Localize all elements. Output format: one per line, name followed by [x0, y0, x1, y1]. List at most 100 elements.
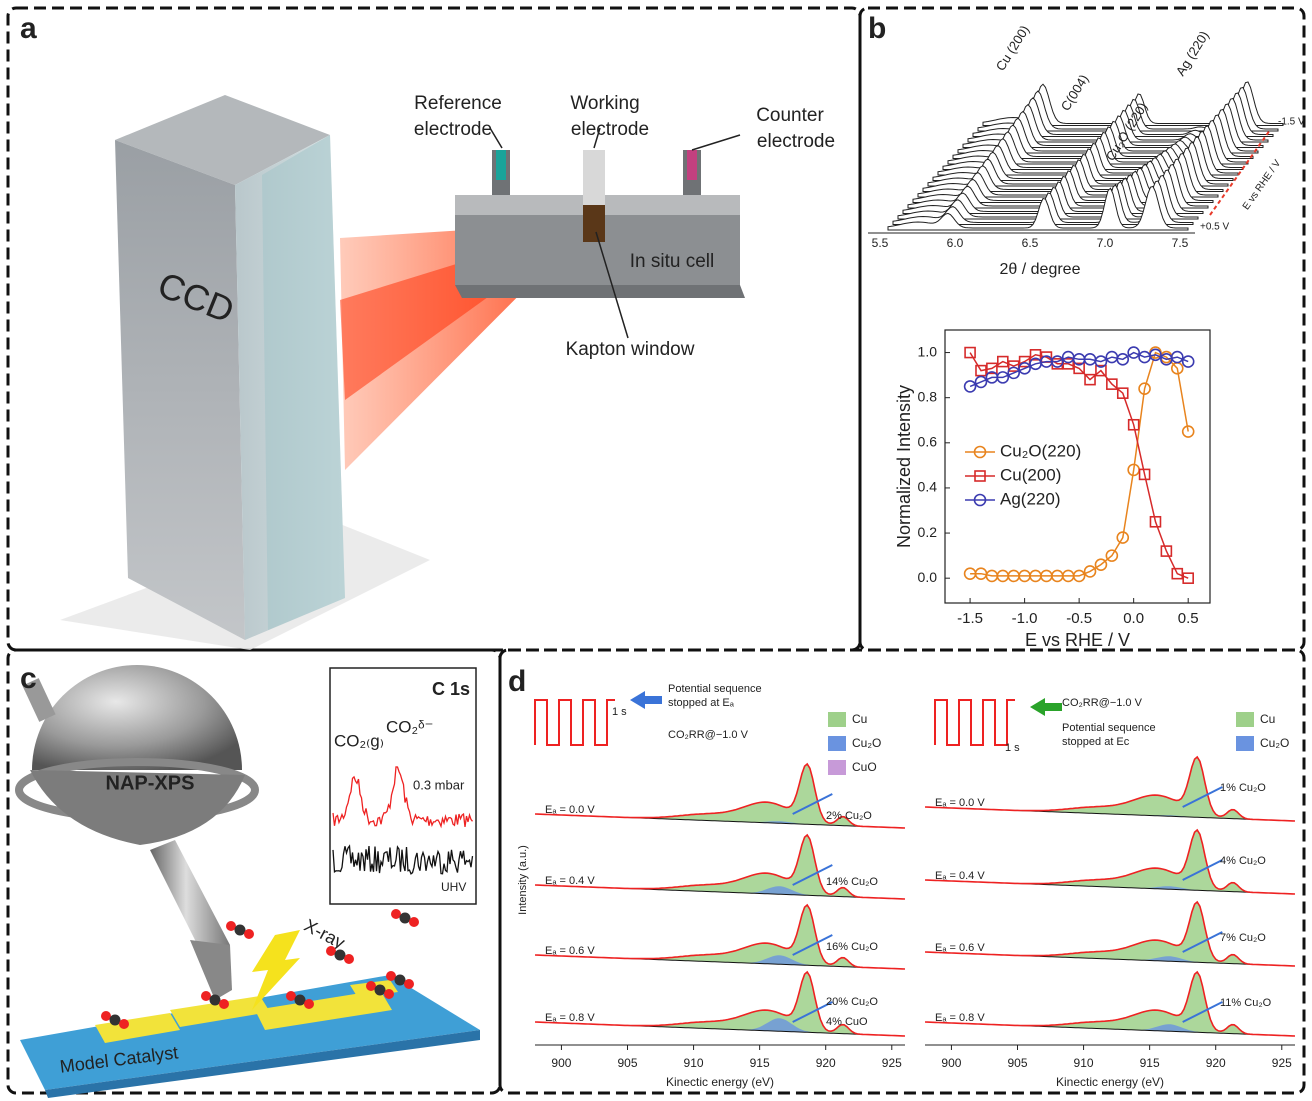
molecule — [226, 921, 236, 931]
panel-label: c — [20, 662, 37, 695]
legend-label: Cu₂O — [852, 736, 881, 750]
label: Potential sequence — [1062, 722, 1156, 734]
y-tick-label: 1.0 — [918, 343, 938, 359]
label: 1 s — [612, 706, 627, 718]
molecule — [304, 999, 314, 1009]
label: 14% Cu₂O — [826, 876, 878, 888]
label: 11% Cu₂O — [1220, 997, 1272, 1009]
label: stopped at Ec — [1062, 736, 1130, 748]
x-tick-label: 905 — [617, 1056, 637, 1070]
label: 0.3 mbar — [413, 777, 465, 792]
label: UHV — [441, 880, 466, 894]
legend-label: Cu₂O — [1260, 736, 1289, 750]
label: electrode — [757, 131, 835, 152]
legend-label: Cu(200) — [1000, 465, 1061, 484]
x-tick-label: -1.5 — [957, 610, 983, 627]
x-tick-label: 7.0 — [1097, 236, 1114, 250]
y-tick-label: 0.8 — [918, 388, 938, 404]
y-tick-label: 0.6 — [918, 434, 938, 450]
x-tick-label: 900 — [551, 1056, 571, 1070]
molecule — [386, 971, 396, 981]
legend-swatch — [828, 712, 846, 727]
legend-swatch — [1236, 736, 1254, 751]
x-tick-label: 925 — [882, 1056, 902, 1070]
molecule — [119, 1019, 129, 1029]
label: Counter — [756, 105, 824, 126]
label: -1.5 V — [1278, 117, 1305, 128]
label: 2% Cu₂O — [826, 810, 872, 822]
label: stopped at Eₐ — [668, 697, 735, 709]
label: electrode — [414, 119, 492, 140]
legend-label: Ag(220) — [1000, 489, 1060, 508]
label: Eₐ = 0.0 V — [935, 797, 985, 809]
label: 20% Cu₂O — [826, 996, 878, 1008]
molecule — [400, 913, 411, 924]
molecule — [286, 991, 296, 1001]
label: Eₐ = 0.8 V — [935, 1012, 985, 1024]
y-tick-label: 0.2 — [918, 524, 938, 540]
x-tick-label: 0.0 — [1123, 610, 1144, 627]
legend-swatch — [828, 760, 846, 775]
axis-title: Kinectic energy (eV) — [1056, 1075, 1164, 1089]
x-tick-label: 0.5 — [1178, 610, 1199, 627]
label: Reference — [414, 93, 502, 114]
molecule — [326, 946, 336, 956]
molecule — [404, 979, 414, 989]
x-tick-label: 7.5 — [1172, 236, 1189, 250]
molecule — [219, 999, 229, 1009]
x-tick-label: 920 — [1206, 1056, 1226, 1070]
axis-title: Normalized Intensity — [894, 385, 914, 548]
label: Eₐ = 0.8 V — [545, 1012, 595, 1024]
label: 4% Cu₂O — [1220, 855, 1266, 867]
panel-label: a — [20, 12, 37, 45]
label: In situ cell — [630, 251, 714, 272]
molecule — [101, 1011, 111, 1021]
legend-label: Cu₂O(220) — [1000, 441, 1081, 460]
x-tick-label: 900 — [941, 1056, 961, 1070]
x-tick-label: 915 — [750, 1056, 770, 1070]
molecule — [366, 981, 376, 991]
x-tick-label: 910 — [1074, 1056, 1094, 1070]
x-tick-label: 915 — [1140, 1056, 1160, 1070]
y-tick-label: 0.0 — [918, 569, 938, 585]
label: 7% Cu₂O — [1220, 932, 1266, 944]
label: CO₂ᵟ⁻ — [386, 717, 434, 736]
molecule — [295, 995, 306, 1006]
legend-label: Cu — [1260, 712, 1275, 726]
x-tick-label: 910 — [684, 1056, 704, 1070]
molecule — [335, 950, 346, 961]
label: +0.5 V — [1200, 222, 1230, 233]
molecule — [395, 975, 406, 986]
x-tick-label: 6.5 — [1022, 236, 1039, 250]
molecule — [409, 917, 419, 927]
label: NAP-XPS — [106, 772, 195, 794]
panel-label: d — [508, 665, 526, 698]
x-tick-label: 925 — [1272, 1056, 1292, 1070]
molecule — [375, 985, 386, 996]
label: 16% Cu₂O — [826, 941, 878, 953]
x-tick-label: -1.0 — [1012, 610, 1038, 627]
x-tick-label: 905 — [1007, 1056, 1027, 1070]
molecule — [384, 989, 394, 999]
molecule — [344, 954, 354, 964]
x-tick-label: 5.5 — [872, 236, 889, 250]
x-tick-label: 920 — [816, 1056, 836, 1070]
label: 1% Cu₂O — [1220, 782, 1266, 794]
x-tick-label: 6.0 — [947, 236, 964, 250]
label: Eₐ = 0.6 V — [545, 945, 595, 957]
axis-title: Kinectic energy (eV) — [666, 1075, 774, 1089]
label: C 1s — [432, 679, 470, 699]
legend-swatch — [828, 736, 846, 751]
legend-label: CuO — [852, 760, 877, 774]
panel-label: b — [868, 12, 886, 45]
label: electrode — [571, 119, 649, 140]
axis-title: 2θ / degree — [1000, 261, 1081, 278]
label: Eₐ = 0.4 V — [545, 875, 595, 887]
molecule — [244, 929, 254, 939]
label: CO₂RR@−1.0 V — [1062, 697, 1143, 709]
figure: abcdReferenceelectrodeWorkingelectrodeCo… — [0, 0, 1312, 1101]
legend-swatch — [1236, 712, 1254, 727]
label: Kapton window — [566, 339, 695, 360]
molecule — [201, 991, 211, 1001]
molecule — [391, 909, 401, 919]
